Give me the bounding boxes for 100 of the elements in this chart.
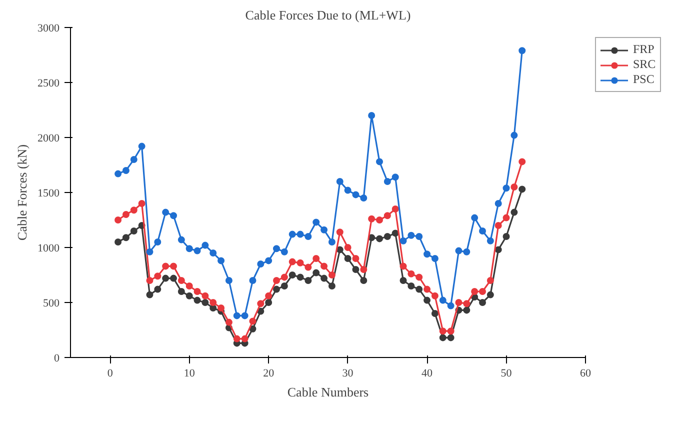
point	[447, 328, 454, 335]
y-tick-label: 2500	[38, 78, 60, 90]
point	[518, 47, 526, 54]
x-tick-label: 10	[184, 368, 196, 380]
point	[336, 228, 344, 236]
point	[502, 184, 510, 192]
point	[431, 292, 438, 300]
point	[424, 296, 431, 304]
point	[202, 242, 209, 249]
point	[392, 230, 399, 237]
y-tick-label: 1000	[38, 242, 60, 254]
point	[202, 292, 209, 300]
point	[241, 335, 248, 342]
point	[194, 247, 201, 254]
chart-title: Cable Forces Due to (ML+WL)	[245, 8, 411, 22]
point	[408, 282, 415, 290]
point	[384, 178, 391, 185]
point	[439, 296, 446, 304]
point	[122, 167, 130, 174]
legend-label: FRP	[633, 42, 654, 57]
point	[304, 277, 312, 284]
point	[233, 335, 240, 342]
point	[122, 234, 130, 242]
point	[210, 299, 217, 306]
point	[368, 112, 376, 119]
point	[518, 186, 526, 193]
point	[471, 288, 478, 295]
point	[486, 277, 494, 284]
point	[320, 262, 328, 270]
point	[194, 288, 201, 295]
point	[154, 286, 162, 293]
point	[400, 237, 407, 244]
point	[328, 282, 336, 290]
y-tick-label: 3000	[38, 22, 60, 34]
point	[360, 277, 368, 284]
x-tick-label: 0	[107, 368, 114, 380]
y-tick-label: 0	[54, 352, 60, 364]
point	[360, 266, 368, 273]
legend-label: SRC	[633, 57, 656, 72]
point	[304, 233, 312, 240]
point	[130, 228, 138, 234]
point	[241, 312, 248, 320]
point	[162, 262, 170, 270]
point	[138, 142, 146, 150]
point	[376, 158, 383, 166]
y-tick-label: 1500	[38, 188, 60, 200]
x-tick-label: 40	[422, 368, 434, 380]
point	[249, 277, 256, 284]
y-axis-title: Cable Forces (kN)	[14, 144, 30, 241]
point	[400, 262, 407, 270]
point	[154, 238, 162, 246]
point	[265, 299, 272, 306]
point	[384, 212, 391, 220]
point	[218, 304, 225, 312]
point	[170, 212, 177, 220]
point	[510, 208, 518, 216]
point	[408, 232, 415, 239]
x-axis-title: Cable Numbers	[287, 384, 369, 400]
point	[352, 191, 360, 198]
point	[486, 291, 494, 298]
point	[114, 238, 122, 246]
point	[312, 255, 320, 262]
point	[344, 244, 352, 251]
point	[494, 200, 502, 207]
point	[494, 246, 502, 254]
point	[368, 215, 376, 222]
point	[392, 206, 399, 212]
point	[296, 230, 304, 238]
point	[471, 214, 478, 222]
point	[202, 299, 209, 306]
point	[510, 184, 518, 190]
x-tick-label: 30	[342, 368, 354, 380]
y-tick-label: 2000	[38, 132, 60, 144]
point	[280, 274, 288, 281]
point	[424, 286, 431, 293]
point	[233, 312, 240, 320]
point	[257, 260, 264, 268]
x-tick-label: 60	[580, 368, 592, 380]
point	[273, 245, 280, 252]
point	[360, 194, 368, 202]
point	[463, 300, 470, 308]
point	[502, 233, 510, 240]
point	[162, 208, 170, 216]
point	[439, 328, 446, 335]
point	[328, 238, 336, 246]
point	[288, 258, 296, 266]
point	[320, 274, 328, 282]
point	[186, 282, 193, 290]
point	[122, 211, 130, 218]
point	[392, 174, 399, 181]
point	[416, 233, 423, 240]
point	[249, 325, 256, 332]
point	[502, 214, 510, 222]
point	[186, 292, 193, 300]
point	[344, 255, 352, 262]
point	[296, 274, 304, 281]
point	[288, 230, 296, 238]
point	[170, 274, 177, 282]
point	[296, 259, 304, 266]
point	[146, 277, 154, 284]
